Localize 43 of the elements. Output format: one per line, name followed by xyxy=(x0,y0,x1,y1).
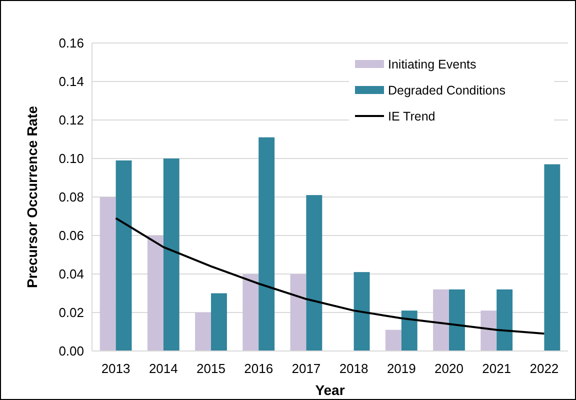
x-tick-label: 2014 xyxy=(148,361,178,376)
y-tick-label: 0.04 xyxy=(58,266,84,282)
bar xyxy=(385,330,402,351)
x-tick-label: 2018 xyxy=(339,361,368,376)
bar xyxy=(163,158,180,351)
line-series xyxy=(114,217,546,335)
x-axis-title: Year xyxy=(315,382,346,398)
legend-label: Degraded Conditions xyxy=(388,83,506,98)
bar xyxy=(100,197,116,351)
bar xyxy=(147,236,164,351)
legend-label: IE Trend xyxy=(388,109,436,124)
y-tick-label: 0.06 xyxy=(58,228,84,244)
x-tick-label: 2022 xyxy=(530,361,559,376)
y-tick-label: 0.14 xyxy=(58,74,84,90)
x-tick-label: 2021 xyxy=(482,361,512,376)
bar xyxy=(242,274,259,351)
bar xyxy=(116,160,132,351)
x-tick-label: 2015 xyxy=(196,361,226,376)
y-tick-label: 0.00 xyxy=(58,344,84,359)
x-tick-label: 2017 xyxy=(292,361,321,376)
x-tick-label: 2019 xyxy=(386,361,416,376)
bar xyxy=(480,310,497,351)
bar xyxy=(354,272,370,351)
x-tick-label: 2016 xyxy=(244,361,274,376)
bar xyxy=(290,274,306,351)
y-axis-title: Precursor Occurrence Rate xyxy=(24,106,40,288)
bar xyxy=(449,289,465,351)
y-tick-label: 0.02 xyxy=(58,305,84,320)
x-tick-label: 2020 xyxy=(434,361,464,376)
y-tick-label: 0.16 xyxy=(58,36,84,51)
legend-label: Initiating Events xyxy=(388,57,476,72)
bar xyxy=(195,312,211,351)
bar xyxy=(496,289,513,351)
y-tick-label: 0.08 xyxy=(58,190,84,205)
y-tick-label: 0.10 xyxy=(58,151,84,166)
bar xyxy=(544,164,560,351)
bar xyxy=(258,137,275,351)
bar xyxy=(211,293,227,351)
bar xyxy=(433,289,449,351)
y-tick-label: 0.12 xyxy=(58,112,84,128)
bar xyxy=(401,310,418,351)
x-tick-label: 2013 xyxy=(101,361,130,376)
bar xyxy=(306,195,322,351)
